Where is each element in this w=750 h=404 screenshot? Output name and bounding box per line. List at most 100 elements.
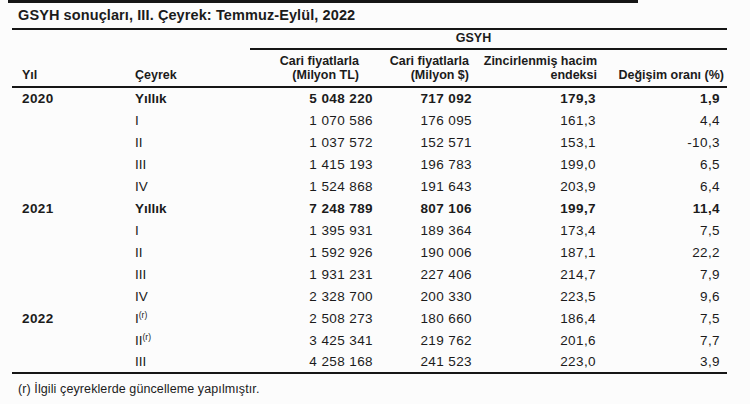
cell-current-tl: 2 508 273 — [250, 307, 377, 329]
cell-quarter: IV — [130, 285, 250, 307]
cell-current-tl: 1 070 586 — [250, 109, 377, 131]
cell-year — [12, 131, 130, 153]
revision-marker: (r) — [143, 331, 152, 341]
cell-year: 2020 — [12, 87, 130, 109]
table-row: I1 070 586176 095161,34,4 — [12, 109, 727, 131]
cell-quarter: II — [130, 131, 250, 153]
col-header-line: (Milyon $) — [377, 69, 469, 83]
page-title: GSYH sonuçları, III. Çeyrek: Temmuz-Eylü… — [18, 7, 355, 23]
cell-current-usd: 227 406 — [377, 263, 477, 285]
cell-change-rate: 4,4 — [601, 109, 727, 131]
cell-current-tl: 1 415 193 — [250, 153, 377, 175]
cell-quarter: III — [130, 351, 250, 373]
cell-volume-index: 214,7 — [477, 263, 601, 285]
cell-volume-index: 223,0 — [477, 351, 601, 373]
cell-year — [12, 263, 130, 285]
cell-current-usd: 219 762 — [377, 329, 477, 351]
cell-volume-index: 201,6 — [477, 329, 601, 351]
cell-change-rate: 6,4 — [601, 175, 727, 197]
cell-current-tl: 1 395 931 — [250, 219, 377, 241]
cell-volume-index: 179,3 — [477, 87, 601, 109]
cell-current-tl: 7 248 789 — [250, 197, 377, 219]
table-row: III4 258 168241 523223,03,9 — [12, 351, 727, 373]
table-row: 2020Yıllık5 048 220717 092179,31,9 — [12, 87, 727, 109]
col-header-year: Yıl — [12, 49, 130, 87]
cell-current-usd: 190 006 — [377, 241, 477, 263]
cell-change-rate: 7,9 — [601, 263, 727, 285]
group-header-row: GSYH — [12, 29, 727, 49]
cell-change-rate: 6,5 — [601, 153, 727, 175]
cell-change-rate: 22,2 — [601, 241, 727, 263]
cell-change-rate: 1,9 — [601, 87, 727, 109]
cell-current-tl: 3 425 341 — [250, 329, 377, 351]
cell-year — [12, 285, 130, 307]
cell-current-usd: 196 783 — [377, 153, 477, 175]
cell-year — [12, 109, 130, 131]
col-header-change-rate: Değişim oranı (%) — [601, 49, 727, 87]
table-row: II1 592 926190 006187,122,2 — [12, 241, 727, 263]
cell-volume-index: 199,0 — [477, 153, 601, 175]
cell-current-usd: 241 523 — [377, 351, 477, 373]
cell-quarter: IV — [130, 175, 250, 197]
cell-volume-index: 161,3 — [477, 109, 601, 131]
footnote: (r) İlgili çeyreklerde güncelleme yapılm… — [18, 382, 259, 396]
cell-current-usd: 152 571 — [377, 131, 477, 153]
cell-year — [12, 329, 130, 351]
cell-current-usd: 717 092 — [377, 87, 477, 109]
cell-quarter: I(r) — [130, 307, 250, 329]
top-rule — [8, 0, 638, 3]
col-header-current-prices-tl: Cari fiyatlarla (Milyon TL) — [250, 49, 377, 87]
cell-current-usd: 180 660 — [377, 307, 477, 329]
revision-marker: (r) — [139, 309, 148, 319]
col-header-line: (Milyon TL) — [250, 69, 359, 83]
cell-current-tl: 2 328 700 — [250, 285, 377, 307]
cell-volume-index: 186,4 — [477, 307, 601, 329]
cell-change-rate: 7,5 — [601, 307, 727, 329]
col-header-line: Cari fiyatlarla — [250, 55, 359, 69]
cell-current-tl: 1 931 231 — [250, 263, 377, 285]
table-row: IV1 524 868191 643203,96,4 — [12, 175, 727, 197]
cell-quarter: I — [130, 109, 250, 131]
col-header-quarter: Çeyrek — [130, 49, 250, 87]
cell-change-rate: 11,4 — [601, 197, 727, 219]
table-row: 2022I(r)2 508 273180 660186,47,5 — [12, 307, 727, 329]
cell-quarter: Yıllık — [130, 197, 250, 219]
cell-quarter: III — [130, 153, 250, 175]
cell-current-usd: 189 364 — [377, 219, 477, 241]
cell-year: 2022 — [12, 307, 130, 329]
col-header-line: endeksi — [477, 69, 597, 83]
cell-current-tl: 1 524 868 — [250, 175, 377, 197]
table-header: GSYH Yıl Çeyrek Cari fiyatlarla (Milyon … — [12, 29, 727, 87]
col-header-volume-index: Zincirlenmiş hacim endeksi — [477, 49, 601, 87]
cell-current-usd: 807 106 — [377, 197, 477, 219]
cell-year — [12, 241, 130, 263]
cell-volume-index: 199,7 — [477, 197, 601, 219]
cell-change-rate: 9,6 — [601, 285, 727, 307]
cell-year: 2021 — [12, 197, 130, 219]
table-row: 2021Yıllık7 248 789807 106199,711,4 — [12, 197, 727, 219]
col-header-line: Zincirlenmiş hacim — [477, 55, 597, 69]
table-row: IV2 328 700200 330223,59,6 — [12, 285, 727, 307]
cell-volume-index: 187,1 — [477, 241, 601, 263]
cell-change-rate: 7,7 — [601, 329, 727, 351]
cell-volume-index: 203,9 — [477, 175, 601, 197]
col-header-line: Cari fiyatlarla — [377, 55, 469, 69]
cell-quarter: II — [130, 241, 250, 263]
col-header-current-prices-usd: Cari fiyatlarla (Milyon $) — [377, 49, 477, 87]
cell-volume-index: 153,1 — [477, 131, 601, 153]
cell-current-tl: 5 048 220 — [250, 87, 377, 109]
cell-current-tl: 1 592 926 — [250, 241, 377, 263]
cell-change-rate: 7,5 — [601, 219, 727, 241]
gdp-results-table: GSYH Yıl Çeyrek Cari fiyatlarla (Milyon … — [12, 28, 727, 374]
cell-year — [12, 219, 130, 241]
table-row: III1 415 193196 783199,06,5 — [12, 153, 727, 175]
table-body: 2020Yıllık5 048 220717 092179,31,9I1 070… — [12, 87, 727, 373]
table-row: III1 931 231227 406214,77,9 — [12, 263, 727, 285]
cell-quarter: Yıllık — [130, 87, 250, 109]
cell-year — [12, 153, 130, 175]
column-header-row: Yıl Çeyrek Cari fiyatlarla (Milyon TL) C… — [12, 49, 727, 87]
table-row: II1 037 572152 571153,1-10,3 — [12, 131, 727, 153]
cell-current-tl: 4 258 168 — [250, 351, 377, 373]
cell-current-usd: 191 643 — [377, 175, 477, 197]
cell-quarter: I — [130, 219, 250, 241]
